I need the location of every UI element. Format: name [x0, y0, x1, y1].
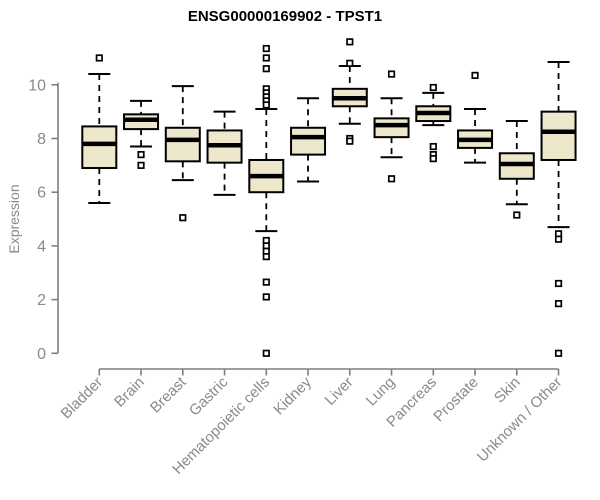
x-category-label-liver: Liver: [322, 374, 357, 409]
outlier-point-hematopoietic-cells: [262, 65, 270, 73]
outlier-point-liver: [346, 59, 354, 67]
outlier-point-hematopoietic-cells: [262, 253, 270, 261]
x-category-label-brain: Brain: [111, 374, 148, 411]
x-category-label-bladder: Bladder: [58, 374, 107, 423]
outlier-point-hematopoietic-cells: [262, 54, 270, 62]
outlier-point-unknown-other: [554, 279, 563, 288]
outlier-point-prostate: [471, 71, 479, 80]
outlier-point-breast: [179, 214, 187, 222]
x-category-label-breast: Breast: [147, 373, 190, 416]
outlier-point-brain: [137, 151, 145, 159]
box-lung: [373, 117, 410, 139]
outlier-point-hematopoietic-cells: [262, 44, 270, 53]
outlier-point-unknown-other: [554, 349, 563, 357]
outlier-point-liver: [346, 38, 354, 46]
x-category-label-prostate: Prostate: [430, 374, 482, 426]
box-breast: [164, 126, 201, 163]
y-tick-label: 6: [37, 185, 46, 202]
y-tick-label: 8: [37, 131, 46, 148]
outlier-point-hematopoietic-cells: [262, 293, 270, 301]
box-unknown-other: [540, 110, 577, 161]
chart-title: ENSG00000169902 - TPST1: [187, 8, 383, 25]
outlier-point-bladder: [95, 54, 103, 62]
outlier-point-lung: [387, 70, 396, 78]
y-tick-label: 2: [37, 292, 46, 309]
box-bladder: [81, 125, 118, 170]
outlier-point-pancreas: [429, 83, 437, 92]
outlier-point-unknown-other: [554, 235, 563, 243]
x-category-label-kidney: Kidney: [270, 373, 315, 418]
box-kidney: [290, 126, 327, 156]
outlier-point-hematopoietic-cells: [262, 101, 270, 109]
outlier-point-lung: [387, 175, 396, 183]
outlier-point-pancreas: [429, 155, 437, 163]
outlier-point-brain: [137, 161, 145, 169]
y-tick-label: 0: [37, 346, 46, 363]
outlier-point-hematopoietic-cells: [262, 349, 270, 357]
x-category-label-skin: Skin: [491, 374, 524, 407]
outlier-point-skin: [513, 211, 521, 219]
y-tick-label: 4: [37, 238, 46, 255]
outlier-point-liver: [346, 137, 354, 145]
y-tick-label: 10: [28, 77, 46, 94]
x-category-label-lung: Lung: [363, 374, 399, 410]
outlier-point-hematopoietic-cells: [262, 278, 270, 286]
outlier-point-pancreas: [429, 142, 437, 151]
outlier-point-unknown-other: [554, 300, 563, 308]
